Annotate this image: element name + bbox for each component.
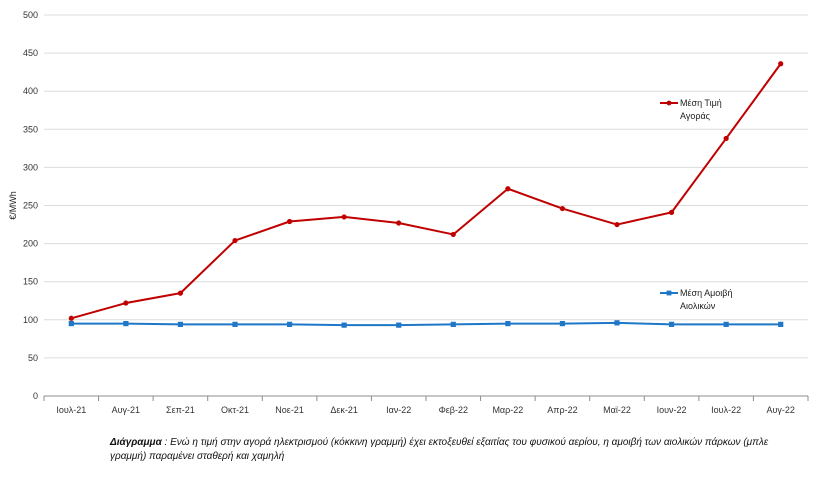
x-tick-label: Οκτ-21: [221, 405, 249, 415]
x-tick-label: Σεπ-21: [166, 405, 195, 415]
data-point: [341, 322, 347, 328]
legend-entry: Μέση Αμοιβή Αιολικών: [660, 288, 732, 311]
y-tick-label: 500: [23, 10, 38, 20]
data-point: [778, 61, 784, 67]
legend: Μέση Τιμή Αγοράς Μέση Αμοιβή Αιολικών: [660, 98, 732, 311]
y-tick-label: 150: [23, 277, 38, 287]
y-axis-label: €/MWh: [8, 191, 18, 220]
series-line: [71, 321, 781, 327]
data-point: [123, 321, 129, 327]
data-point: [668, 209, 675, 215]
legend-label: Αγοράς: [680, 111, 711, 121]
data-point: [68, 315, 74, 321]
legend-label: Μέση Τιμή: [680, 98, 722, 108]
x-tick-label: Ιαν-22: [386, 405, 411, 415]
series-market-price: [68, 61, 784, 321]
data-point: [396, 220, 402, 226]
caption-lead: Διάγραμμα: [110, 437, 162, 448]
gridlines: [43, 14, 809, 401]
data-point: [723, 135, 729, 142]
series-wind-remuneration: [68, 320, 784, 328]
y-tick-label: 350: [23, 124, 38, 134]
data-point: [177, 290, 184, 296]
x-tick-label: Αυγ-22: [766, 405, 794, 415]
x-tick-label: Ιουλ-22: [711, 405, 741, 415]
x-tick-label: Απρ-22: [547, 405, 577, 415]
data-point: [286, 218, 293, 225]
y-tick-label: 250: [23, 201, 38, 211]
y-tick-label: 300: [23, 162, 38, 172]
data-point: [559, 321, 566, 327]
data-point: [68, 321, 74, 327]
x-tick-labels: Ιουλ-21 Αυγ-21 Σεπ-21 Οκτ-21 Νοε-21 Δεκ-21 Ιαν…: [56, 405, 795, 415]
series-line: [71, 63, 782, 320]
line-chart: 0 50 100 150 200 250 300 350 400 450 500 Ιουλ-21 Αυ…: [8, 10, 809, 415]
data-point: [177, 321, 184, 327]
data-point: [614, 221, 620, 228]
data-point: [559, 205, 566, 212]
caption-text: : Ενώ η τιμή στην αγορά ηλεκτρισμού (κόκ…: [110, 437, 769, 462]
y-tick-label: 100: [23, 315, 38, 325]
data-point: [341, 214, 347, 220]
x-tick-label: Νοε-21: [275, 405, 304, 415]
x-tick-label: Φεβ-22: [439, 405, 468, 415]
x-tick-label: Μαρ-22: [492, 405, 523, 415]
x-tick-label: Μαϊ-22: [603, 405, 631, 415]
chart-caption: Διάγραμμα : Ενώ η τιμή στην αγορά ηλεκτρ…: [110, 436, 790, 464]
x-tick-label: Ιουν-22: [657, 405, 687, 415]
data-point: [614, 320, 620, 326]
data-point: [505, 321, 511, 327]
y-tick-label: 200: [23, 239, 38, 249]
y-tick-label: 400: [23, 86, 38, 96]
data-point: [505, 186, 511, 192]
legend-label: Αιολικών: [680, 301, 716, 311]
series-layer: [68, 61, 784, 328]
data-point: [232, 321, 238, 327]
data-point: [778, 321, 784, 327]
data-point: [450, 321, 456, 327]
legend-label: Μέση Αμοιβή: [680, 288, 732, 298]
data-point: [396, 322, 402, 328]
data-point: [123, 300, 129, 306]
y-tick-label: 50: [28, 353, 38, 363]
data-point: [286, 321, 293, 327]
y-tick-labels: 0 50 100 150 200 250 300 350 400 450 500: [23, 10, 38, 401]
x-tick-label: Ιουλ-21: [56, 405, 86, 415]
x-tick-label: Δεκ-21: [330, 405, 358, 415]
legend-swatch-marker: [666, 290, 672, 296]
y-tick-label: 450: [23, 48, 38, 58]
data-point: [232, 237, 238, 244]
legend-swatch-marker: [666, 100, 672, 106]
data-point: [450, 231, 456, 238]
x-tick-label: Αυγ-21: [112, 405, 140, 415]
data-point: [668, 321, 675, 327]
y-tick-label: 0: [33, 391, 38, 401]
data-point: [723, 321, 729, 327]
legend-entry: Μέση Τιμή Αγοράς: [660, 98, 722, 121]
